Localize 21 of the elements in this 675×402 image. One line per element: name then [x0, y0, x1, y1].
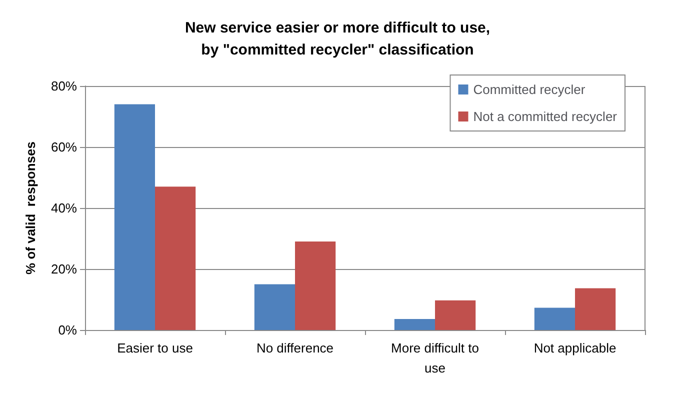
bar	[155, 186, 196, 330]
bar	[394, 319, 435, 330]
legend-label: Not a committed recycler	[473, 109, 618, 124]
y-tick-label: 60%	[50, 140, 78, 154]
bar	[254, 284, 295, 330]
y-tick-label: 40%	[50, 200, 78, 216]
chart-title: New service easier or more difficult to use, by "committed recycler" classification	[184, 20, 490, 58]
y-tick-label: 80%	[50, 78, 78, 94]
bar	[435, 300, 476, 330]
x-tick-label: Easier to use	[117, 340, 193, 356]
bar	[575, 288, 616, 330]
x-tick-label: More difficult to use	[391, 340, 479, 376]
bar	[534, 308, 575, 330]
y-tick-label: 20%	[50, 262, 78, 276]
x-tick-label: Not applicable	[534, 340, 616, 356]
y-tick-label: 0%	[58, 322, 78, 338]
legend-label: Committed recycler	[473, 82, 586, 97]
y-axis-title: % of valid responses	[23, 142, 38, 274]
bar	[295, 242, 336, 330]
x-tick-label: No difference	[256, 340, 334, 356]
bar	[114, 104, 155, 330]
